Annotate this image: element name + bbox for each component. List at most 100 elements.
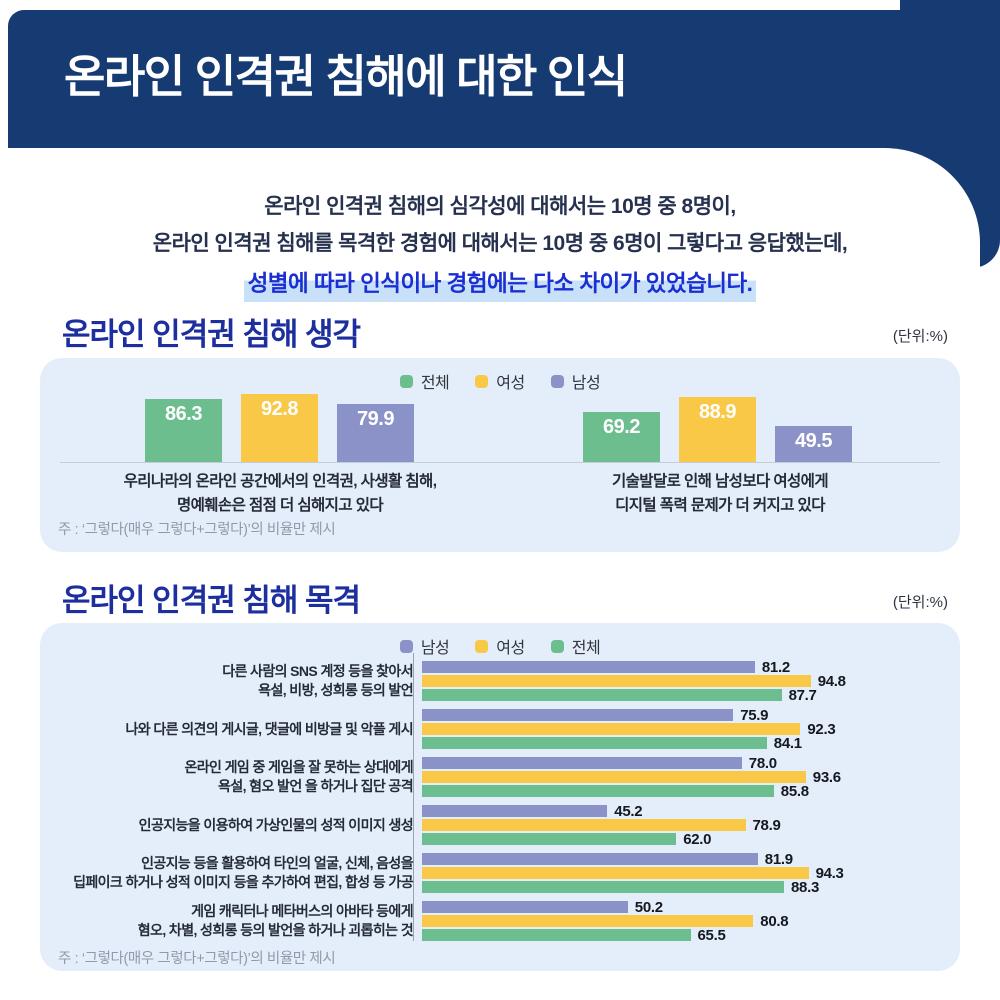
chart1-bar-group: 86.3 92.8 79.9 xyxy=(145,394,414,462)
legend-label: 전체 xyxy=(420,375,450,392)
bar-value-label: 65.5 xyxy=(697,926,726,944)
bar-value-label: 93.6 xyxy=(812,768,841,786)
chart2-row: 게임 캐릭터나 메타버스의 아바타 등에게 혐오, 차별, 성희롱 등의 발언을 … xyxy=(53,898,950,944)
legend-item-여성: 여성 xyxy=(475,634,525,658)
bar-value-label: 81.2 xyxy=(761,658,790,676)
bar-value-label: 50.2 xyxy=(634,898,663,916)
legend-label: 여성 xyxy=(496,640,525,657)
chart2-bar-group: 45.2 78.9 62.0 xyxy=(422,802,950,848)
bar-여성 xyxy=(422,867,809,879)
legend-marker-icon xyxy=(550,639,564,653)
bar-value-label: 75.9 xyxy=(740,706,769,724)
section1-title: 온라인 인격권 침해 생각 xyxy=(62,317,361,352)
section2-unit-label: (단위:%) xyxy=(892,594,948,611)
legend-label: 남성 xyxy=(420,640,450,657)
category-label-line: 명예훼손은 점점 더 심해지고 있다 xyxy=(176,497,384,514)
chart1-panel: 전체 여성 남성 86.3 92.8 79.9 우리나라의 온라인 공간에서의 인격권, … xyxy=(40,358,960,552)
legend-item-여성: 여성 xyxy=(475,369,525,393)
chart1-category-label: 기술발달로 인해 남성보다 여성에게 디지털 폭력 문제가 더 커지고 있다 xyxy=(500,470,940,518)
bar-전체 xyxy=(422,785,774,797)
bar-남성 xyxy=(422,853,758,865)
bar-남성 xyxy=(422,805,608,817)
bar-line: 75.9 xyxy=(422,706,950,724)
bar-value-label: 94.3 xyxy=(815,864,844,882)
legend-label: 남성 xyxy=(571,375,601,392)
legend-item-남성: 남성 xyxy=(550,369,601,393)
category-label-line: 욕설, 혐오 발언 을 하거나 집단 공격 xyxy=(218,778,414,794)
legend-label: 전체 xyxy=(571,640,601,657)
bar-전체 xyxy=(422,737,767,749)
chart1-legend: 전체 여성 남성 xyxy=(40,369,960,393)
bar-남성 xyxy=(422,709,734,721)
bar-남성 xyxy=(422,757,742,769)
bar-line: 81.9 xyxy=(422,850,950,868)
bar-value-label: 78.0 xyxy=(748,754,777,772)
bar-value-label: 94.8 xyxy=(817,672,846,690)
bar-line: 45.2 xyxy=(422,802,950,820)
bar-여성 xyxy=(422,819,746,831)
legend-label: 여성 xyxy=(496,375,525,392)
category-label-line: 다른 사람의 SNS 계정 등을 찾아서 xyxy=(222,663,413,679)
chart2-bar-group: 81.2 94.8 87.7 xyxy=(422,658,950,704)
chart2-row: 인공지능을 이용하여 가상인물의 성적 이미지 생성 45.2 78.9 62.0 xyxy=(53,802,950,848)
chart1-note: 주 : ‘그렇다(매우 그렇다+그렇다)’의 비율만 제시 xyxy=(58,522,336,538)
chart1-bar-group: 69.2 88.9 49.5 xyxy=(583,397,852,462)
bar-line: 87.7 xyxy=(422,686,950,704)
bar-value-label: 88.3 xyxy=(791,878,819,896)
bar-line: 62.0 xyxy=(422,831,950,848)
intro-text: 온라인 인격권 침해의 심각성에 대해서는 10명 중 8명이, 온라인 인격권… xyxy=(0,188,1000,303)
bar-value-label: 69.2 xyxy=(603,415,640,438)
intro-highlight: 성별에 따라 인식이나 경험에는 다소 차이가 있었습니다. xyxy=(243,265,757,302)
bar-전체 xyxy=(422,881,784,893)
chart2-bar-group: 81.9 94.3 88.3 xyxy=(422,850,950,896)
bar-전체 xyxy=(422,833,677,845)
chart2-category-label: 게임 캐릭터나 메타버스의 아바타 등에게 혐오, 차별, 성희롱 등의 발언을 … xyxy=(53,902,422,940)
bar-여성: 88.9 xyxy=(679,397,756,462)
chart2-bar-group: 50.2 80.8 65.5 xyxy=(422,898,950,944)
chart2-category-label: 다른 사람의 SNS 계정 등을 찾아서 욕설, 비방, 성희롱 등의 발언 xyxy=(53,662,422,700)
bar-전체 xyxy=(422,689,782,701)
bar-value-label: 81.9 xyxy=(764,850,793,868)
bar-남성 xyxy=(422,901,628,913)
bar-line: 50.2 xyxy=(422,898,950,916)
bar-value-label: 45.2 xyxy=(614,802,643,820)
bar-전체 xyxy=(422,929,691,941)
bar-line: 84.1 xyxy=(422,734,950,752)
bar-line: 94.8 xyxy=(422,672,950,690)
category-label-line: 나와 다른 의견의 게시글, 댓글에 비방글 및 악플 게시 xyxy=(125,720,414,737)
category-label-line: 온라인 게임 중 게임을 잘 못하는 상대에게 xyxy=(184,759,414,775)
bar-line: 80.8 xyxy=(422,912,950,930)
bar-value-label: 49.5 xyxy=(795,429,832,452)
bar-line: 78.9 xyxy=(422,817,950,834)
chart1-axis-baseline xyxy=(60,462,940,463)
bar-value-label: 87.7 xyxy=(788,686,817,704)
bar-value-label: 84.1 xyxy=(773,734,802,752)
bar-남성: 79.9 xyxy=(337,403,414,462)
chart2-row: 나와 다른 의견의 게시글, 댓글에 비방글 및 악플 게시 75.9 92.3 84… xyxy=(53,706,950,752)
legend-item-전체: 전체 xyxy=(399,369,450,393)
chart2-category-label: 나와 다른 의견의 게시글, 댓글에 비방글 및 악플 게시 xyxy=(53,720,422,739)
category-label-line: 딥페이크 하거나 성적 이미지 등을 추가하여 편집, 합성 등 가공 xyxy=(73,874,414,890)
bar-value-label: 86.3 xyxy=(165,403,202,425)
section2-title: 온라인 인격권 침해 목격 xyxy=(62,583,361,618)
bar-여성 xyxy=(422,723,801,735)
legend-item-남성: 남성 xyxy=(399,634,450,658)
bar-남성: 49.5 xyxy=(775,425,852,462)
chart2-bar-group: 78.0 93.6 85.8 xyxy=(422,754,950,800)
bar-value-label: 80.8 xyxy=(760,912,789,930)
bar-line: 78.0 xyxy=(422,754,950,772)
chart2-legend: 남성 여성 전체 xyxy=(40,634,960,658)
bar-value-label: 92.8 xyxy=(261,398,298,421)
bar-value-label: 85.8 xyxy=(780,782,809,800)
category-label-line: 인공지능 등을 활용하여 타인의 얼굴, 신체, 음성을 xyxy=(141,855,414,871)
bar-전체: 86.3 xyxy=(145,399,222,462)
bar-value-label: 79.9 xyxy=(357,407,394,430)
legend-marker-icon xyxy=(399,639,413,653)
chart2-bar-group: 75.9 92.3 84.1 xyxy=(422,706,950,752)
bar-value-label: 92.3 xyxy=(807,720,836,738)
bar-line: 92.3 xyxy=(422,720,950,738)
legend-marker-icon xyxy=(475,639,489,653)
